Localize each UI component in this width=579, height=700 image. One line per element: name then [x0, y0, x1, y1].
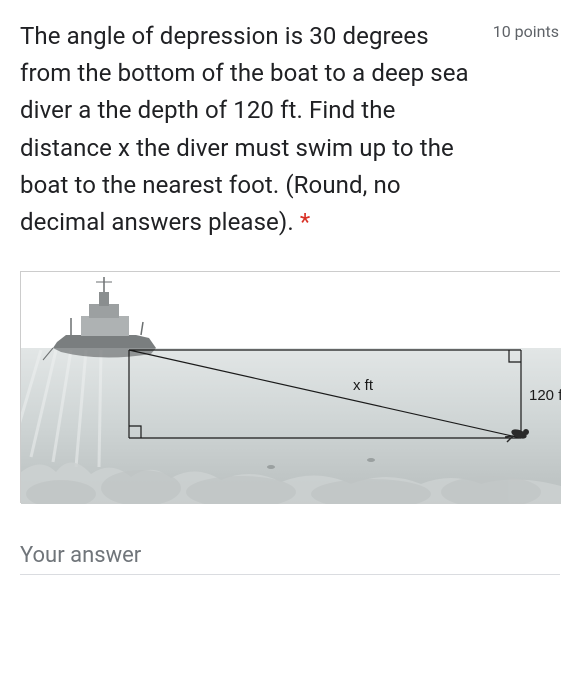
points-label: 10 points — [493, 18, 559, 41]
answer-input[interactable] — [20, 543, 560, 568]
question-header: The angle of depression is 30 degrees fr… — [20, 18, 559, 241]
question-text: The angle of depression is 30 degrees fr… — [20, 18, 473, 241]
depth-label: 120 ft — [529, 387, 561, 404]
diagram-image: x ft 120 ft — [20, 271, 560, 503]
answer-field-wrap — [20, 543, 560, 575]
required-star: * — [300, 208, 310, 236]
hypotenuse-label: x ft — [353, 377, 374, 394]
question-body: The angle of depression is 30 degrees fr… — [20, 22, 469, 236]
